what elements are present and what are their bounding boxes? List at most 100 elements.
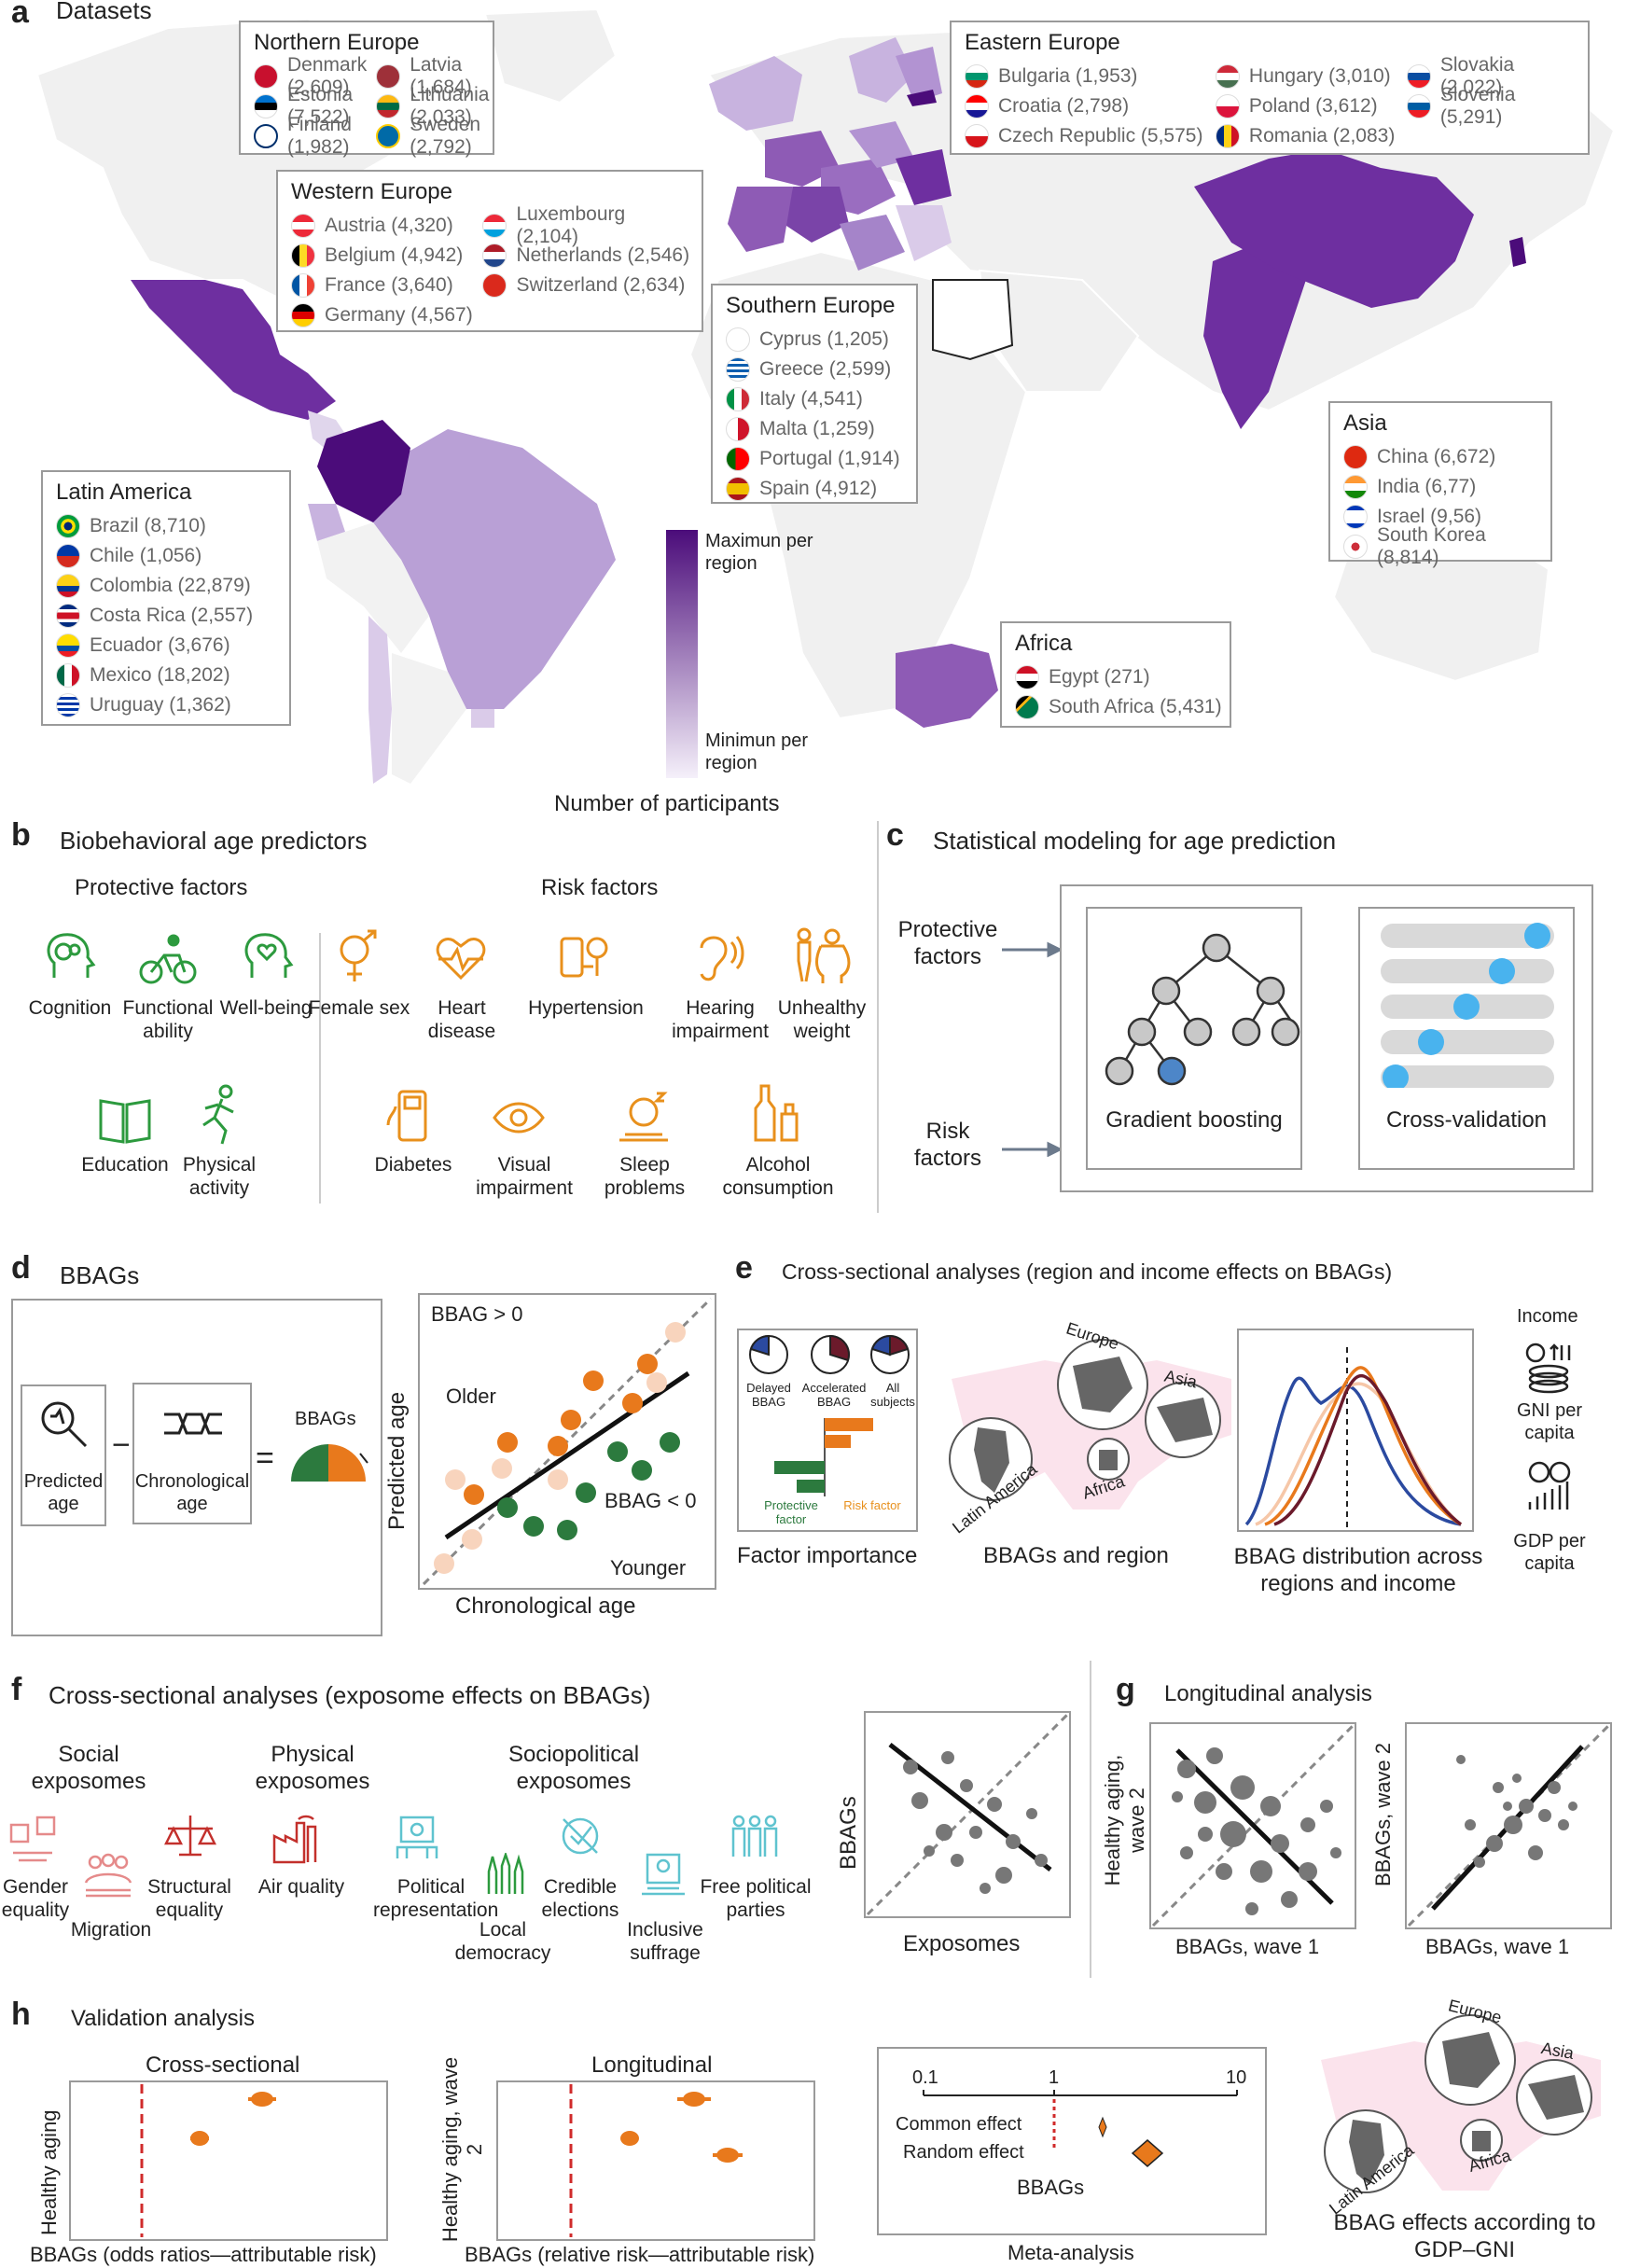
panel-e-title: Cross-sectional analyses (region and inc… — [782, 1259, 1393, 1284]
meta-tick-1: 1 — [1049, 2067, 1060, 2088]
region-box-eastern-europe: Eastern Europe Bulgaria (1,953) Croatia … — [950, 21, 1590, 155]
south-africa-shape — [896, 644, 998, 728]
female-sex-icon — [340, 929, 377, 981]
hearing-impairment-icon — [700, 936, 744, 981]
cross-sectional-title: Cross-sectional — [146, 2052, 300, 2078]
country-entry: Switzerland (2,634) — [516, 274, 686, 296]
region-box-asia: Asia China (6,672) India (6,77) Israel (… — [1328, 401, 1552, 568]
country-entry: Germany (4,567) — [325, 304, 473, 326]
label-hypertension: Hypertension — [528, 997, 644, 1019]
meta-analysis-caption: Meta-analysis — [1008, 2241, 1134, 2264]
h-long-box — [496, 2080, 815, 2241]
d-point — [492, 1458, 512, 1479]
label-alcohol-consumption: Alcohol consumption — [722, 1154, 834, 1199]
d-point — [557, 1520, 577, 1540]
flag-croatia-icon — [965, 94, 989, 118]
country-entry: Mexico (18,202) — [90, 664, 230, 686]
label-migration: Migration — [70, 1919, 152, 1941]
g2-point — [1474, 1857, 1485, 1868]
label-well-being: Well-being — [219, 997, 313, 1019]
dna-icon — [164, 1412, 222, 1435]
south-korea-shape — [1509, 237, 1526, 267]
panel-fg-divider — [1090, 1661, 1091, 1978]
flag-ecuador-icon — [56, 633, 80, 658]
d-point — [583, 1371, 604, 1391]
g2-point — [1456, 1755, 1466, 1764]
flag-malta-icon — [726, 417, 750, 441]
meta-bbags-label: BBAGs — [1017, 2176, 1085, 2199]
h-cross-box — [69, 2080, 388, 2241]
input-protective-factors: Protective factors — [897, 917, 998, 969]
unhealthy-weight-icon — [797, 927, 851, 983]
factor-importance-bars — [774, 1418, 873, 1496]
g1-x-axis-label: BBAGs, wave 1 — [1175, 1935, 1320, 1958]
mexico-shape — [131, 280, 336, 420]
h-long-plot — [569, 2084, 743, 2237]
label-education: Education — [81, 1154, 169, 1176]
g2-point — [1512, 1774, 1522, 1783]
flag-uruguay-icon — [56, 693, 80, 717]
flag-spain-icon — [726, 477, 750, 501]
country-entry: China (6,672) — [1377, 446, 1496, 467]
region-title: Asia — [1343, 410, 1387, 436]
region-box-southern-europe: Southern Europe Cyprus (1,205) Greece (2… — [711, 284, 918, 504]
clock-label-delayed: Delayed BBAG — [746, 1381, 791, 1409]
flag-portugal-icon — [726, 447, 750, 471]
panel-bc-divider — [877, 821, 879, 1213]
country-entry: Hungary (3,010) — [1248, 65, 1391, 87]
region-box-africa: Africa Egypt (271) South Africa (5,431) — [1000, 621, 1231, 728]
panel-c-label: c — [886, 817, 904, 853]
label-inclusive-suffrage: Inclusive suffrage — [627, 1919, 703, 1964]
f-points — [903, 1751, 1048, 1894]
d-point — [607, 1441, 628, 1462]
country-entry: Brazil (8,710) — [90, 515, 206, 536]
flag-latvia-icon — [376, 64, 401, 89]
flag-estonia-icon — [254, 94, 278, 118]
f-point — [987, 1797, 1002, 1812]
region-title: Africa — [1015, 631, 1073, 656]
region-title: Eastern Europe — [965, 30, 1120, 55]
minus-sign: − — [112, 1427, 131, 1463]
sleep-problems-icon — [619, 1092, 668, 1142]
f-point — [969, 1826, 982, 1839]
flag-hungary-icon — [1215, 64, 1240, 89]
legend-title: Number of participants — [554, 791, 780, 816]
panel-b-label: b — [11, 817, 31, 853]
g2-x-axis-label: BBAGs, wave 1 — [1425, 1935, 1570, 1958]
flag-cyprus-icon — [726, 327, 750, 352]
political-representation-icon — [396, 1816, 438, 1858]
chronological-age-label: Chronological age — [134, 1471, 250, 1514]
flag-poland-icon — [1215, 94, 1240, 118]
country-entry: Slovakia (2,022) — [1439, 54, 1515, 98]
flag-colombia-icon — [56, 574, 80, 598]
country-entry: Israel (9,56) — [1377, 506, 1482, 527]
country-entry: France (3,640) — [325, 274, 453, 296]
label-physical-activity: Physical activity — [182, 1154, 257, 1199]
g1-point — [1271, 1834, 1289, 1853]
egypt-shape — [932, 279, 1014, 361]
country-entry: Czech Republic (5,575) — [998, 125, 1203, 146]
country-entry: Ecuador (3,676) — [90, 634, 230, 656]
label-diabetes: Diabetes — [374, 1154, 452, 1176]
clock-label-all: All subjects — [870, 1381, 915, 1409]
g2-point — [1493, 1782, 1504, 1793]
flag-sweden-icon — [376, 124, 401, 148]
g1-point — [1230, 1775, 1255, 1800]
country-entry: India (6,77) — [1377, 476, 1477, 497]
well-being-icon — [244, 933, 294, 978]
flag-bulgaria-icon — [965, 64, 989, 89]
f-x-axis-label: Exposomes — [903, 1931, 1021, 1956]
gdp-label: GDP per capita — [1513, 1531, 1586, 1574]
country-entry: Sweden (2,792) — [410, 114, 481, 158]
country-entry: Greece (2,599) — [759, 358, 892, 380]
gni-coins-icon — [1525, 1343, 1571, 1394]
distribution-caption: BBAG distribution across regions and inc… — [1233, 1544, 1483, 1596]
panel-g-label: g — [1116, 1672, 1135, 1707]
d-point — [497, 1497, 518, 1518]
country-entry: Italy (4,541) — [759, 388, 863, 410]
flag-israel-icon — [1343, 505, 1368, 529]
flag-greece-icon — [726, 357, 750, 382]
d-point — [561, 1410, 581, 1430]
meta-tick-10: 10 — [1226, 2067, 1247, 2088]
israel-shape — [907, 90, 937, 106]
